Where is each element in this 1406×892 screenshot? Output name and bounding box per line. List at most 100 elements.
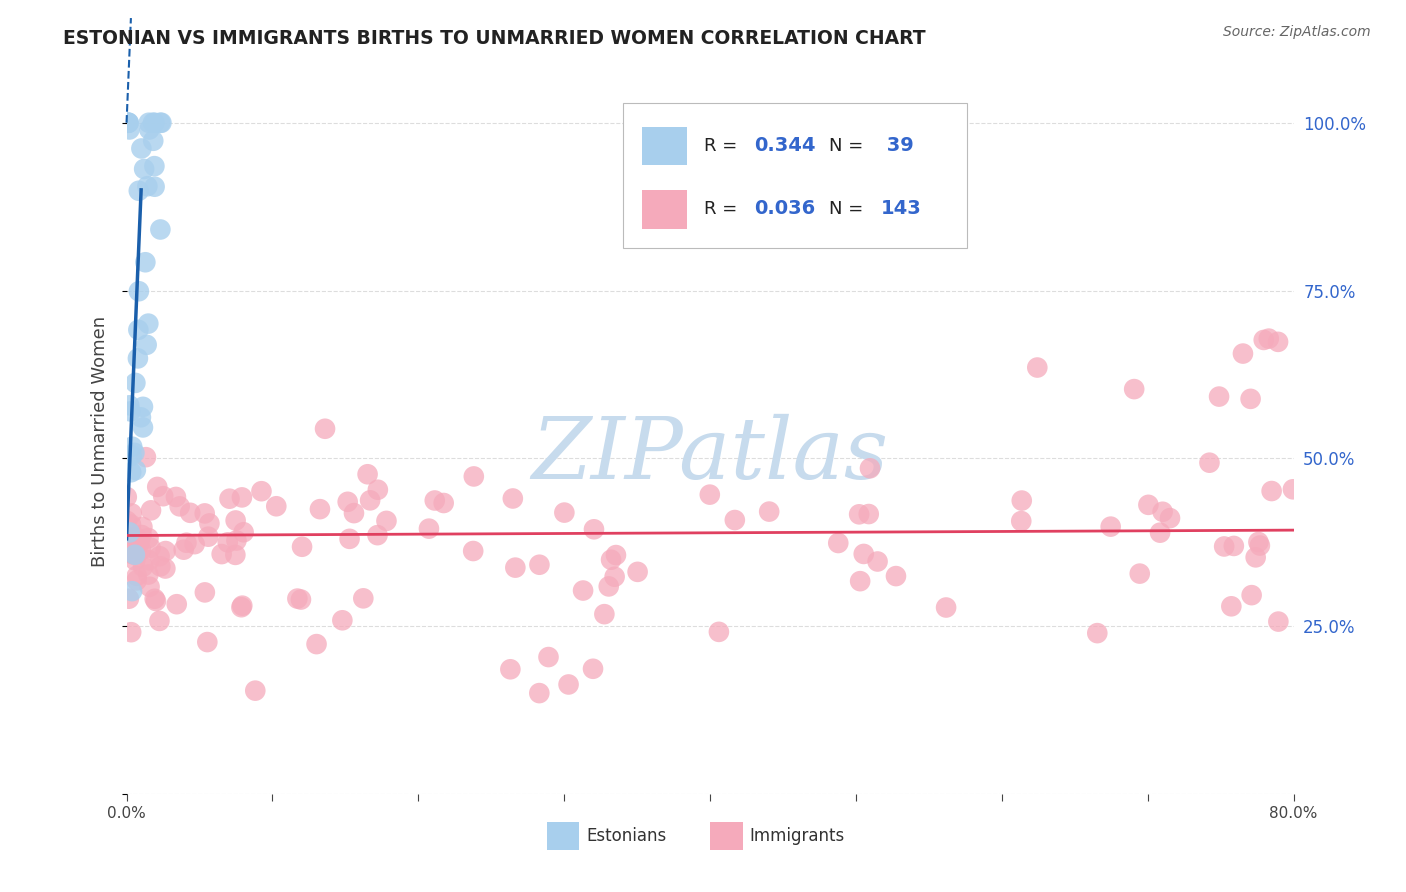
Point xyxy=(1010,514,1032,528)
Point xyxy=(309,502,332,516)
Point xyxy=(557,677,579,691)
Point xyxy=(132,420,155,434)
Point xyxy=(166,597,188,611)
Point xyxy=(603,570,626,584)
Point xyxy=(1213,540,1236,554)
Point xyxy=(121,449,143,463)
Point xyxy=(1239,392,1261,406)
Point xyxy=(418,522,440,536)
Point xyxy=(1220,599,1243,614)
Point xyxy=(136,317,159,331)
Point xyxy=(849,574,872,589)
Point xyxy=(121,530,143,544)
Point xyxy=(224,548,246,562)
Point xyxy=(266,500,288,514)
Point xyxy=(138,531,160,545)
Point xyxy=(117,116,139,130)
Point xyxy=(336,495,359,509)
Point xyxy=(1099,519,1122,533)
Point xyxy=(1026,360,1049,375)
Point xyxy=(120,465,142,479)
Point xyxy=(142,116,165,130)
Point xyxy=(1129,566,1152,581)
Point xyxy=(1267,334,1289,349)
Point xyxy=(173,542,195,557)
Point xyxy=(343,506,366,520)
Point xyxy=(138,116,160,130)
Point xyxy=(529,558,551,572)
Text: ESTONIAN VS IMMIGRANTS BIRTHS TO UNMARRIED WOMEN CORRELATION CHART: ESTONIAN VS IMMIGRANTS BIRTHS TO UNMARRI… xyxy=(63,29,927,47)
Point xyxy=(148,614,170,628)
Point xyxy=(232,525,254,540)
Point xyxy=(134,161,156,176)
Point xyxy=(724,513,747,527)
Point xyxy=(139,503,162,517)
Text: Immigrants: Immigrants xyxy=(749,827,845,845)
Point xyxy=(593,607,616,622)
Point xyxy=(138,122,160,136)
Point xyxy=(124,446,146,460)
Point xyxy=(582,522,605,536)
Point xyxy=(707,624,730,639)
Point xyxy=(858,507,880,521)
Point xyxy=(291,540,314,554)
Point xyxy=(529,686,551,700)
Point xyxy=(1244,550,1267,565)
Point xyxy=(143,116,166,130)
Point xyxy=(463,469,485,483)
Point xyxy=(118,525,141,540)
Point xyxy=(1159,511,1181,525)
Point xyxy=(127,323,149,337)
Point xyxy=(195,635,218,649)
Point xyxy=(359,493,381,508)
Point xyxy=(1011,493,1033,508)
Point xyxy=(463,544,485,558)
Point xyxy=(121,547,143,561)
Point xyxy=(231,600,253,615)
Point xyxy=(138,553,160,567)
Point xyxy=(1085,626,1108,640)
Point xyxy=(339,532,361,546)
Point xyxy=(125,574,148,588)
Point xyxy=(149,549,172,564)
Point xyxy=(499,662,522,676)
Point xyxy=(117,116,139,130)
Point xyxy=(1152,505,1174,519)
Point xyxy=(502,491,524,506)
Bar xyxy=(710,822,742,850)
Point xyxy=(134,255,156,269)
Point xyxy=(582,662,605,676)
Point xyxy=(225,513,247,527)
Point xyxy=(217,535,239,549)
Text: ZIPatlas: ZIPatlas xyxy=(531,414,889,497)
Point xyxy=(131,528,153,542)
Point xyxy=(145,594,167,608)
Point xyxy=(149,559,172,574)
Point xyxy=(124,548,146,562)
Point xyxy=(884,569,907,583)
Point xyxy=(125,463,148,477)
Point xyxy=(1247,535,1270,549)
Point xyxy=(423,493,446,508)
Point xyxy=(121,533,143,547)
Point xyxy=(305,637,328,651)
Point xyxy=(128,285,150,299)
Point xyxy=(1208,390,1230,404)
Point xyxy=(149,222,172,236)
Point xyxy=(129,410,152,425)
Point xyxy=(118,591,141,606)
Point xyxy=(1267,615,1289,629)
Text: N =: N = xyxy=(830,136,869,154)
Point xyxy=(143,591,166,606)
Point xyxy=(505,560,527,574)
Point xyxy=(605,548,627,562)
Point xyxy=(211,547,233,561)
Point xyxy=(138,567,160,582)
Point xyxy=(194,585,217,599)
Point xyxy=(537,650,560,665)
Point xyxy=(124,376,146,390)
Point xyxy=(572,583,595,598)
Point xyxy=(146,480,169,494)
Point xyxy=(138,580,160,594)
Point xyxy=(136,179,159,194)
